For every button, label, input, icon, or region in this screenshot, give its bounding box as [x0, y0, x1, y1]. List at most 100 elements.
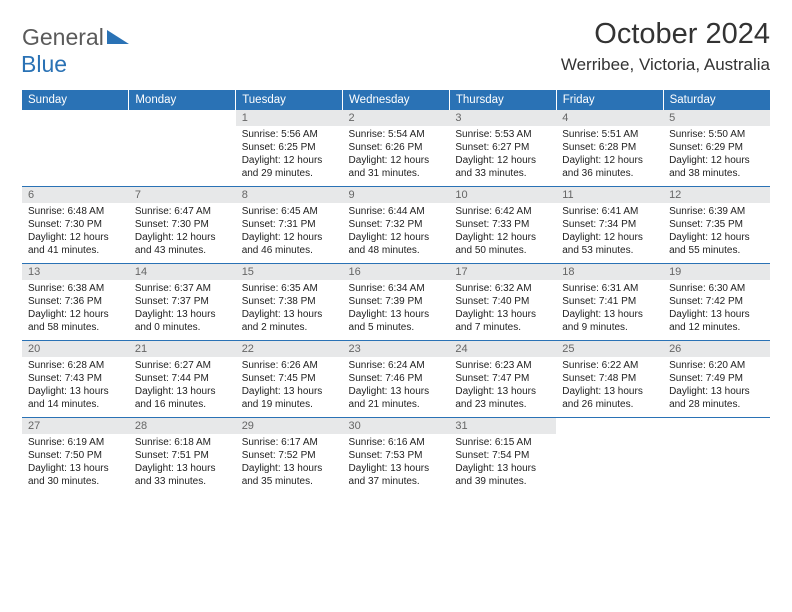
day-details: Sunrise: 6:41 AMSunset: 7:34 PMDaylight:… — [556, 203, 663, 263]
day-details: Sunrise: 6:45 AMSunset: 7:31 PMDaylight:… — [236, 203, 343, 263]
day-number: 15 — [236, 264, 343, 280]
location-text: Werribee, Victoria, Australia — [561, 55, 770, 75]
day-number: 12 — [663, 187, 770, 203]
day-number: 8 — [236, 187, 343, 203]
calendar-day-cell: 11Sunrise: 6:41 AMSunset: 7:34 PMDayligh… — [556, 187, 663, 264]
weekday-header: Friday — [556, 90, 663, 110]
day-details: Sunrise: 6:19 AMSunset: 7:50 PMDaylight:… — [22, 434, 129, 494]
day-details: Sunrise: 6:38 AMSunset: 7:36 PMDaylight:… — [22, 280, 129, 340]
day-number: 24 — [449, 341, 556, 357]
calendar-day-cell: 12Sunrise: 6:39 AMSunset: 7:35 PMDayligh… — [663, 187, 770, 264]
day-number: 20 — [22, 341, 129, 357]
day-number: 25 — [556, 341, 663, 357]
calendar-week-row: ....1Sunrise: 5:56 AMSunset: 6:25 PMDayl… — [22, 110, 770, 187]
calendar-day-cell: 28Sunrise: 6:18 AMSunset: 7:51 PMDayligh… — [129, 418, 236, 495]
day-details: Sunrise: 6:15 AMSunset: 7:54 PMDaylight:… — [449, 434, 556, 494]
calendar-day-cell: 17Sunrise: 6:32 AMSunset: 7:40 PMDayligh… — [449, 264, 556, 341]
weekday-header: Tuesday — [236, 90, 343, 110]
day-details: Sunrise: 6:35 AMSunset: 7:38 PMDaylight:… — [236, 280, 343, 340]
day-number: 6 — [22, 187, 129, 203]
day-details: Sunrise: 6:24 AMSunset: 7:46 PMDaylight:… — [343, 357, 450, 417]
calendar-day-cell: 2Sunrise: 5:54 AMSunset: 6:26 PMDaylight… — [343, 110, 450, 187]
day-details: Sunrise: 6:26 AMSunset: 7:45 PMDaylight:… — [236, 357, 343, 417]
day-number: 19 — [663, 264, 770, 280]
day-number: 3 — [449, 110, 556, 126]
day-details: Sunrise: 6:23 AMSunset: 7:47 PMDaylight:… — [449, 357, 556, 417]
day-number: 2 — [343, 110, 450, 126]
day-details: Sunrise: 6:47 AMSunset: 7:30 PMDaylight:… — [129, 203, 236, 263]
day-details: Sunrise: 6:42 AMSunset: 7:33 PMDaylight:… — [449, 203, 556, 263]
day-details: Sunrise: 6:32 AMSunset: 7:40 PMDaylight:… — [449, 280, 556, 340]
calendar-day-cell: 8Sunrise: 6:45 AMSunset: 7:31 PMDaylight… — [236, 187, 343, 264]
day-number: 11 — [556, 187, 663, 203]
day-details: Sunrise: 5:51 AMSunset: 6:28 PMDaylight:… — [556, 126, 663, 186]
calendar-day-cell: 3Sunrise: 5:53 AMSunset: 6:27 PMDaylight… — [449, 110, 556, 187]
day-number: 14 — [129, 264, 236, 280]
calendar-day-cell: 10Sunrise: 6:42 AMSunset: 7:33 PMDayligh… — [449, 187, 556, 264]
calendar-day-cell: 9Sunrise: 6:44 AMSunset: 7:32 PMDaylight… — [343, 187, 450, 264]
weekday-header-row: Sunday Monday Tuesday Wednesday Thursday… — [22, 90, 770, 110]
day-number: 21 — [129, 341, 236, 357]
calendar-day-cell: 14Sunrise: 6:37 AMSunset: 7:37 PMDayligh… — [129, 264, 236, 341]
calendar-table: Sunday Monday Tuesday Wednesday Thursday… — [22, 90, 770, 494]
page-title: October 2024 — [561, 18, 770, 51]
calendar-day-cell: 20Sunrise: 6:28 AMSunset: 7:43 PMDayligh… — [22, 341, 129, 418]
day-number: 1 — [236, 110, 343, 126]
day-details: Sunrise: 6:30 AMSunset: 7:42 PMDaylight:… — [663, 280, 770, 340]
calendar-day-cell: 7Sunrise: 6:47 AMSunset: 7:30 PMDaylight… — [129, 187, 236, 264]
calendar-day-cell: 5Sunrise: 5:50 AMSunset: 6:29 PMDaylight… — [663, 110, 770, 187]
calendar-day-cell: 18Sunrise: 6:31 AMSunset: 7:41 PMDayligh… — [556, 264, 663, 341]
logo-text-blue: Blue — [21, 51, 67, 77]
day-number: 17 — [449, 264, 556, 280]
day-number: 5 — [663, 110, 770, 126]
day-details: Sunrise: 5:56 AMSunset: 6:25 PMDaylight:… — [236, 126, 343, 186]
calendar-day-cell: 16Sunrise: 6:34 AMSunset: 7:39 PMDayligh… — [343, 264, 450, 341]
title-block: October 2024 Werribee, Victoria, Austral… — [561, 18, 770, 75]
day-number: 31 — [449, 418, 556, 434]
calendar-week-row: 13Sunrise: 6:38 AMSunset: 7:36 PMDayligh… — [22, 264, 770, 341]
logo: General Blue — [22, 18, 131, 78]
calendar-day-cell: 29Sunrise: 6:17 AMSunset: 7:52 PMDayligh… — [236, 418, 343, 495]
logo-text-general: General — [22, 24, 104, 50]
calendar-day-cell: .. — [22, 110, 129, 187]
day-details: Sunrise: 5:50 AMSunset: 6:29 PMDaylight:… — [663, 126, 770, 186]
calendar-day-cell: 21Sunrise: 6:27 AMSunset: 7:44 PMDayligh… — [129, 341, 236, 418]
day-details: Sunrise: 6:44 AMSunset: 7:32 PMDaylight:… — [343, 203, 450, 263]
day-number: 22 — [236, 341, 343, 357]
day-details: Sunrise: 6:31 AMSunset: 7:41 PMDaylight:… — [556, 280, 663, 340]
calendar-week-row: 27Sunrise: 6:19 AMSunset: 7:50 PMDayligh… — [22, 418, 770, 495]
calendar-day-cell: 30Sunrise: 6:16 AMSunset: 7:53 PMDayligh… — [343, 418, 450, 495]
day-number: 4 — [556, 110, 663, 126]
calendar-day-cell: 31Sunrise: 6:15 AMSunset: 7:54 PMDayligh… — [449, 418, 556, 495]
calendar-day-cell: 13Sunrise: 6:38 AMSunset: 7:36 PMDayligh… — [22, 264, 129, 341]
calendar-day-cell: 1Sunrise: 5:56 AMSunset: 6:25 PMDaylight… — [236, 110, 343, 187]
day-details: Sunrise: 6:18 AMSunset: 7:51 PMDaylight:… — [129, 434, 236, 494]
calendar-day-cell: 6Sunrise: 6:48 AMSunset: 7:30 PMDaylight… — [22, 187, 129, 264]
day-details: Sunrise: 5:53 AMSunset: 6:27 PMDaylight:… — [449, 126, 556, 186]
day-number: 16 — [343, 264, 450, 280]
day-details: Sunrise: 5:54 AMSunset: 6:26 PMDaylight:… — [343, 126, 450, 186]
day-details: Sunrise: 6:27 AMSunset: 7:44 PMDaylight:… — [129, 357, 236, 417]
day-number: 13 — [22, 264, 129, 280]
calendar-day-cell: 19Sunrise: 6:30 AMSunset: 7:42 PMDayligh… — [663, 264, 770, 341]
day-details: Sunrise: 6:39 AMSunset: 7:35 PMDaylight:… — [663, 203, 770, 263]
header: General Blue October 2024 Werribee, Vict… — [22, 18, 770, 78]
calendar-day-cell: 15Sunrise: 6:35 AMSunset: 7:38 PMDayligh… — [236, 264, 343, 341]
day-number: 26 — [663, 341, 770, 357]
weekday-header: Wednesday — [343, 90, 450, 110]
day-number: 18 — [556, 264, 663, 280]
calendar-day-cell: .. — [663, 418, 770, 495]
day-number: 7 — [129, 187, 236, 203]
calendar-week-row: 20Sunrise: 6:28 AMSunset: 7:43 PMDayligh… — [22, 341, 770, 418]
day-details: Sunrise: 6:28 AMSunset: 7:43 PMDaylight:… — [22, 357, 129, 417]
day-number: 30 — [343, 418, 450, 434]
day-number: 10 — [449, 187, 556, 203]
calendar-day-cell: 27Sunrise: 6:19 AMSunset: 7:50 PMDayligh… — [22, 418, 129, 495]
weekday-header: Thursday — [449, 90, 556, 110]
calendar-day-cell: 26Sunrise: 6:20 AMSunset: 7:49 PMDayligh… — [663, 341, 770, 418]
day-number: 27 — [22, 418, 129, 434]
calendar-day-cell: .. — [129, 110, 236, 187]
day-details: Sunrise: 6:37 AMSunset: 7:37 PMDaylight:… — [129, 280, 236, 340]
day-number: 9 — [343, 187, 450, 203]
calendar-day-cell: .. — [556, 418, 663, 495]
